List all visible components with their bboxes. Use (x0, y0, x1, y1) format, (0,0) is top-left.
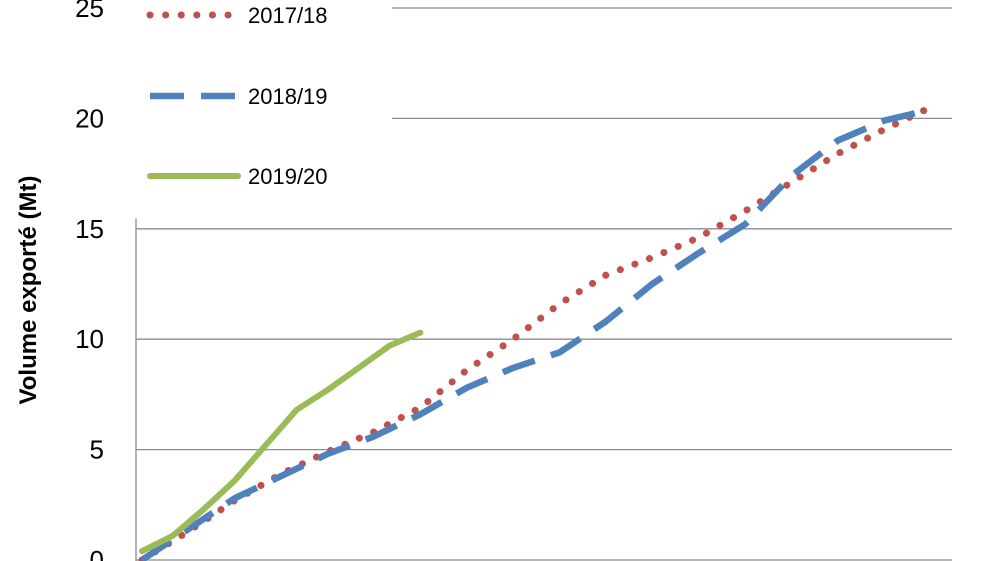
legend-label-2017-18: 2017/18 (248, 3, 328, 28)
y-tick-label-5: 5 (90, 435, 104, 465)
y-tick-label-20: 20 (75, 103, 104, 133)
axes (135, 218, 952, 561)
y-axis-label: Volume exporté (Mt) (15, 176, 42, 405)
series-lines (138, 103, 934, 561)
y-tick-label-25: 25 (75, 0, 104, 23)
series-line-2019-20 (139, 329, 424, 555)
series-line-2018-19 (140, 106, 932, 561)
legend-label-2019-20: 2019/20 (248, 164, 328, 189)
y-tick-label-10: 10 (75, 324, 104, 354)
y-tick-labels: 0 5 10 15 20 25 (75, 0, 104, 561)
y-tick-label-0: 0 (90, 545, 104, 561)
y-tick-label-15: 15 (75, 214, 104, 244)
legend: 2017/18 2018/19 2019/20 (146, 3, 328, 189)
legend-label-2018-19: 2018/19 (248, 84, 328, 109)
gridlines (136, 7, 952, 451)
